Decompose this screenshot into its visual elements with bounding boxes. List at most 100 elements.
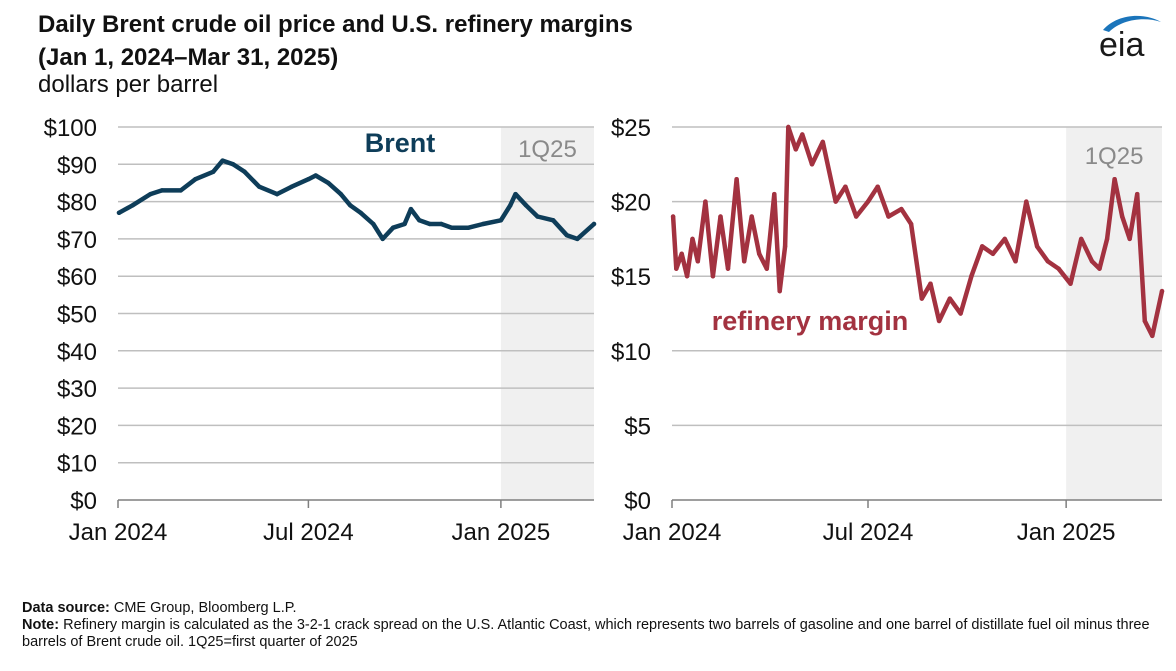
data-point xyxy=(130,203,135,208)
y-tick-label: $5 xyxy=(624,413,651,440)
data-point xyxy=(928,281,933,286)
data-point xyxy=(969,274,974,279)
note-line: Note: Refinery margin is calculated as t… xyxy=(22,617,1162,651)
data-point xyxy=(326,180,331,186)
data-point xyxy=(853,214,859,219)
data-point xyxy=(1150,333,1155,339)
data-point xyxy=(508,203,513,208)
data-point xyxy=(782,244,788,249)
y-tick-label: $60 xyxy=(57,264,97,291)
data-point xyxy=(899,206,904,212)
data-point xyxy=(348,203,353,208)
eia-logo: eia xyxy=(1099,15,1161,62)
units-label: dollars per barrel xyxy=(38,71,219,98)
x-tick-label: Jul 2024 xyxy=(263,519,354,546)
source-line: Data source: CME Group, Bloomberg L.P. xyxy=(22,600,1162,617)
data-point xyxy=(764,266,769,271)
data-point xyxy=(535,214,540,219)
data-point xyxy=(439,221,444,227)
data-point xyxy=(358,210,363,215)
data-point xyxy=(725,266,731,271)
data-point xyxy=(1097,266,1102,271)
y-tick-label: $20 xyxy=(57,413,97,440)
data-point xyxy=(551,218,556,223)
data-point xyxy=(449,225,454,230)
y-tick-label: $0 xyxy=(624,488,651,515)
data-point xyxy=(1013,259,1018,264)
data-point xyxy=(1135,191,1140,197)
data-point xyxy=(1002,236,1007,242)
data-point xyxy=(313,173,318,178)
data-point xyxy=(274,191,280,197)
data-point xyxy=(159,188,165,193)
chart-panel-1: $0 $10 $20 $30 $40 $50 $60 $70 $80 $90 $100 Jan 202… xyxy=(44,115,597,546)
x-tick-label: Jan 2024 xyxy=(69,519,168,546)
highlight-label: 1Q25 xyxy=(518,136,577,163)
x-tick-label: Jan 2025 xyxy=(1017,519,1116,546)
data-point xyxy=(402,221,407,227)
data-point xyxy=(306,177,311,182)
data-point xyxy=(220,158,225,163)
data-point xyxy=(679,251,684,257)
data-point xyxy=(674,266,679,271)
data-point xyxy=(749,214,754,219)
title-line-1: Daily Brent crude oil price and U.S. ref… xyxy=(38,11,633,38)
data-point xyxy=(390,225,396,230)
y-tick-label: $50 xyxy=(57,302,97,329)
data-point xyxy=(1104,236,1110,242)
title-line-2: (Jan 1, 2024–Mar 31, 2025) xyxy=(38,44,339,71)
data-point xyxy=(1068,281,1073,286)
data-point xyxy=(427,221,432,227)
data-point xyxy=(670,214,676,219)
series-label: refinery margin xyxy=(712,306,909,336)
data-point xyxy=(1142,318,1147,324)
y-tick-label: $30 xyxy=(57,376,97,403)
data-point xyxy=(591,221,597,227)
data-point xyxy=(242,169,247,174)
data-point xyxy=(772,191,777,197)
y-tick-label: $25 xyxy=(611,115,651,142)
data-point xyxy=(695,259,701,264)
data-point xyxy=(919,296,925,301)
data-point xyxy=(1056,266,1061,271)
data-point xyxy=(979,244,985,249)
data-point xyxy=(886,214,891,219)
data-point xyxy=(1159,288,1165,294)
data-point xyxy=(408,206,414,212)
data-point xyxy=(684,274,690,279)
data-point xyxy=(1079,236,1084,242)
y-tick-label: $40 xyxy=(57,339,97,366)
data-point xyxy=(1119,214,1125,219)
data-point xyxy=(466,225,471,230)
data-point xyxy=(741,259,747,264)
y-tick-label: $0 xyxy=(70,488,97,515)
data-point xyxy=(371,221,376,227)
data-point xyxy=(690,236,695,242)
data-point xyxy=(513,191,518,197)
note-text: Refinery margin is calculated as the 3-2… xyxy=(22,617,1150,650)
data-point xyxy=(480,221,486,227)
footer: Data source: CME Group, Bloomberg L.P. N… xyxy=(22,600,1162,651)
chart-panel-2: $0 $5 $10 $15 $20 $25 Jan 2024 Jul 2024 Jan 2025… xyxy=(611,115,1165,546)
data-point xyxy=(1045,259,1051,264)
data-point xyxy=(793,147,799,152)
data-point xyxy=(777,288,782,294)
x-tick-label: Jan 2025 xyxy=(452,519,551,546)
data-point xyxy=(958,311,963,316)
data-point xyxy=(1034,244,1040,249)
data-point xyxy=(148,191,153,197)
note-label: Note: xyxy=(22,617,60,633)
data-point xyxy=(116,210,122,215)
source-label: Data source: xyxy=(22,600,110,616)
data-point xyxy=(193,177,198,182)
data-point xyxy=(833,199,838,204)
y-tick-label: $80 xyxy=(57,190,97,217)
data-point xyxy=(908,221,914,227)
y-tick-label: $10 xyxy=(611,339,651,366)
data-point xyxy=(417,218,422,223)
data-point xyxy=(338,191,344,197)
data-point xyxy=(498,218,504,223)
data-point xyxy=(936,318,942,324)
data-point xyxy=(523,203,529,208)
data-point xyxy=(575,236,580,242)
